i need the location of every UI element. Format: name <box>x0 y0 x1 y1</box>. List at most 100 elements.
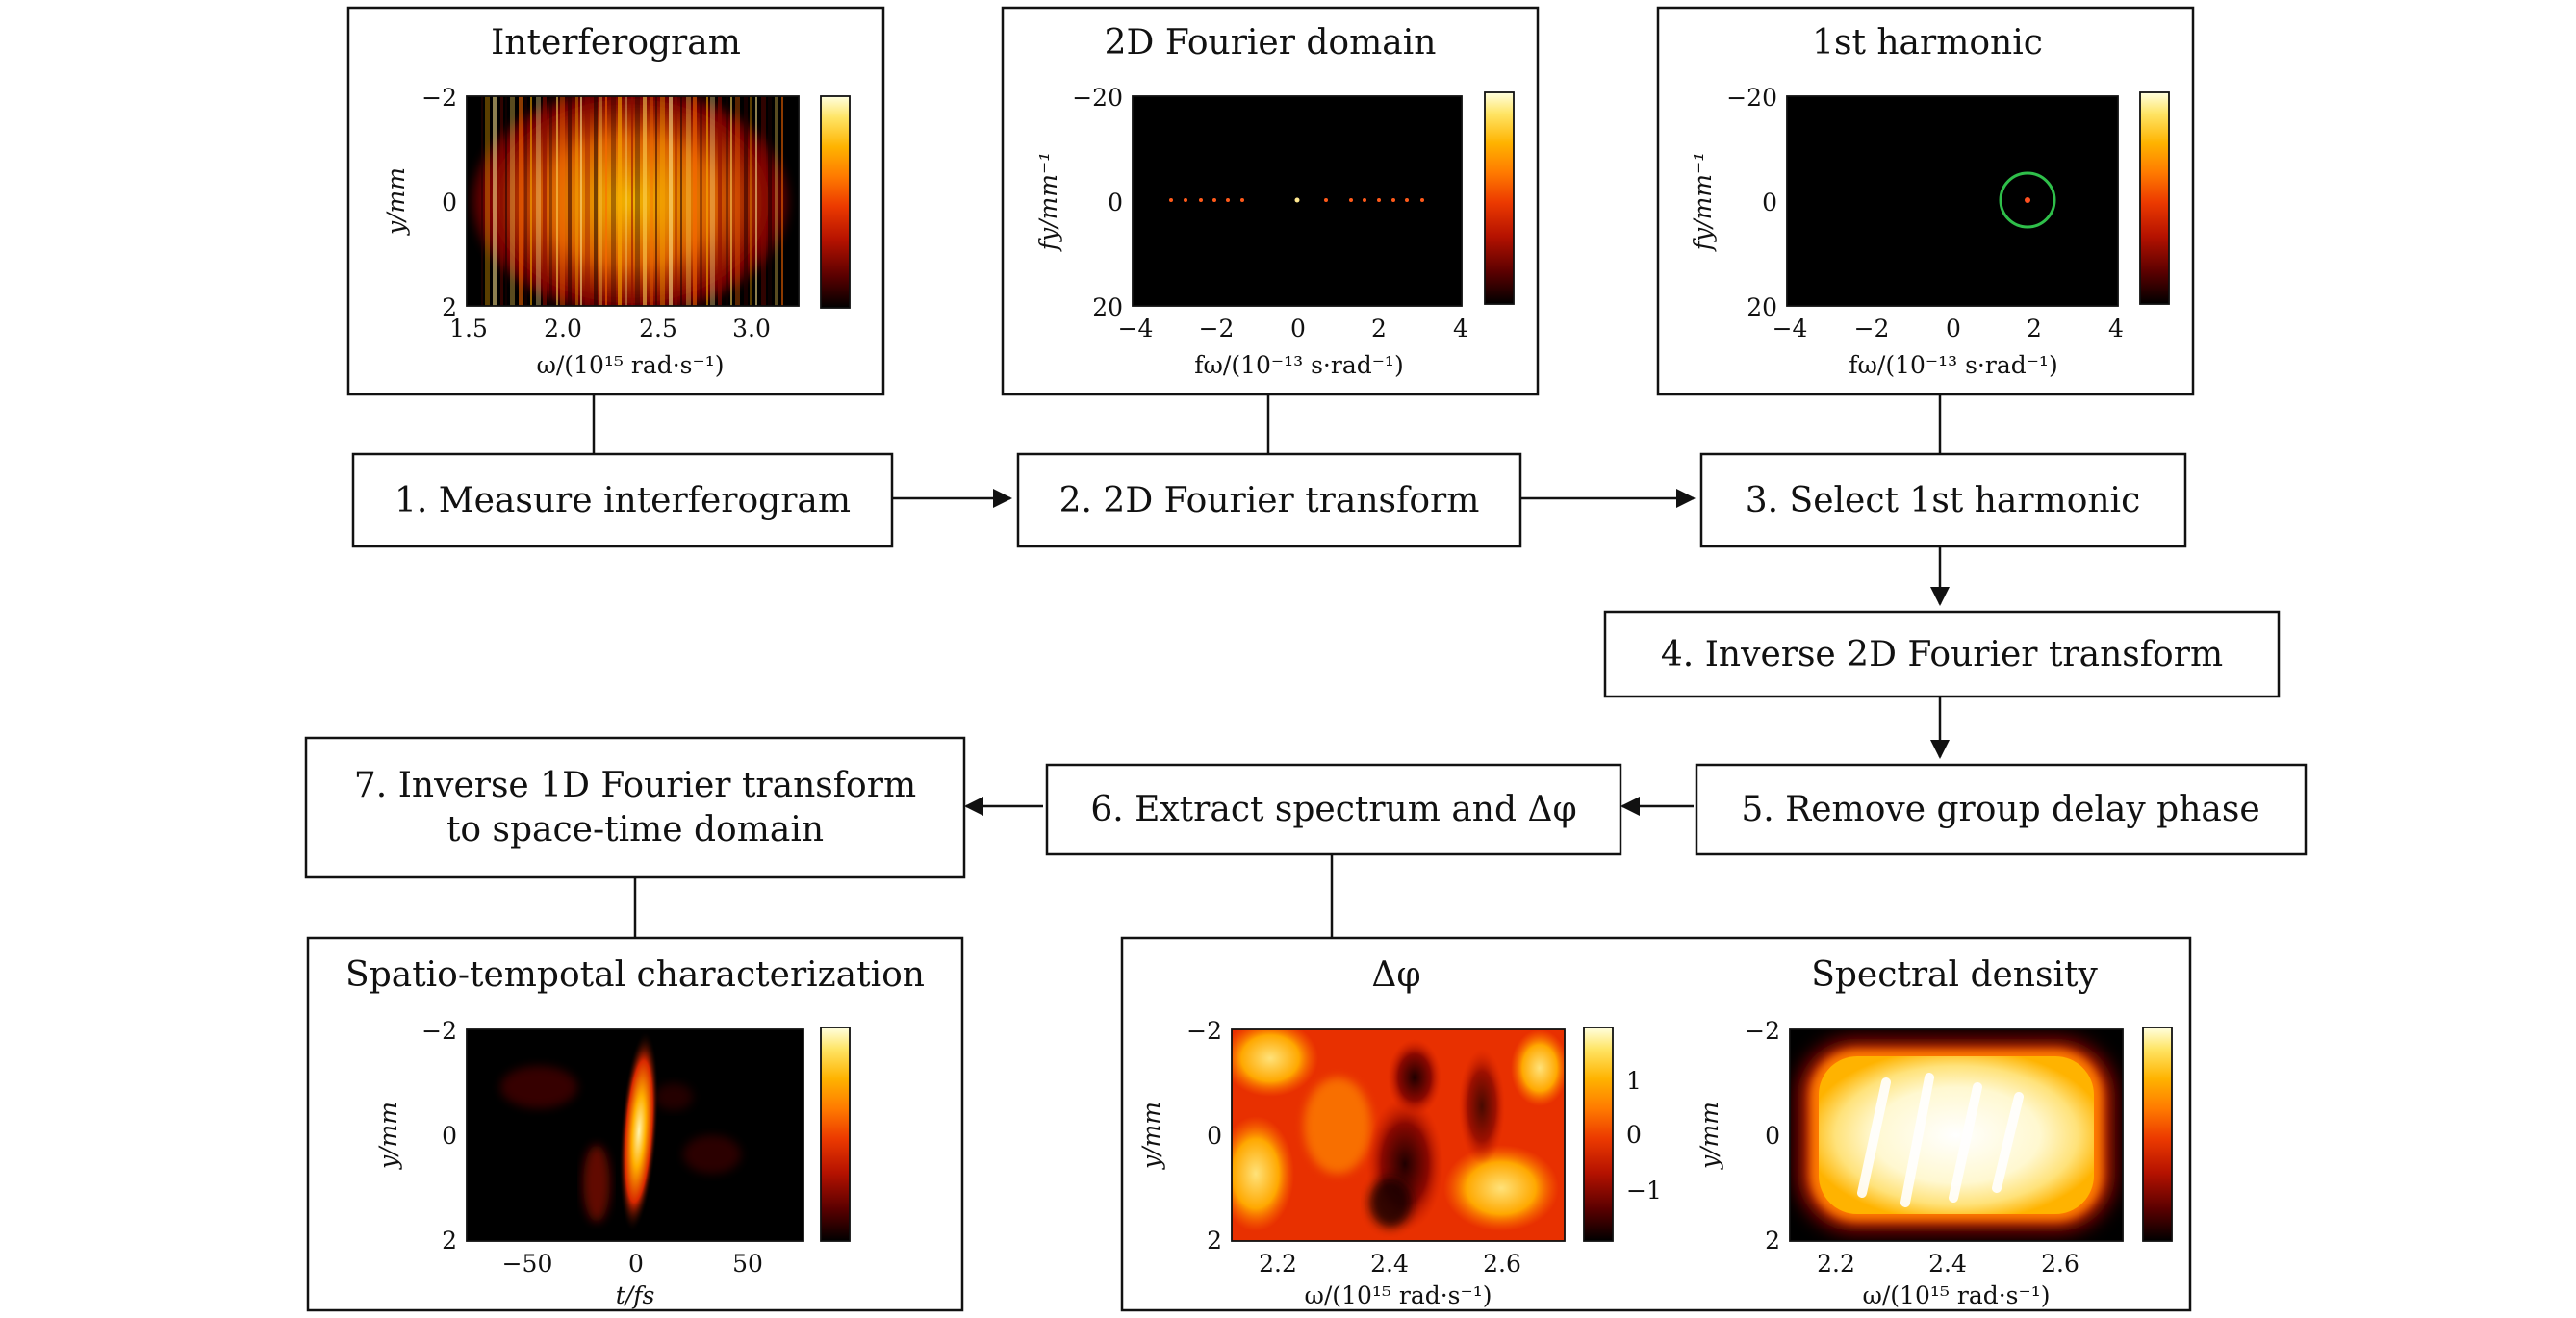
x-tick-label: −4 <box>1118 315 1154 342</box>
spectral-xaxis: 2.2 2.4 2.6 ω/(10¹⁵ rad·s⁻¹) <box>1817 1250 2079 1309</box>
fringe-line <box>618 96 622 306</box>
step-4-box: 4. Inverse 2D Fourier transform <box>1603 610 2281 698</box>
step-1-box: 1. Measure interferogram <box>351 452 894 548</box>
fringe-line <box>524 96 527 306</box>
fringe-line <box>536 96 541 306</box>
fringe-line <box>556 96 558 306</box>
fringe-line <box>643 96 647 306</box>
fourier-peak <box>1405 198 1409 202</box>
fringe-line <box>750 96 752 306</box>
harmonic-colorbar <box>2139 91 2170 305</box>
panel-interferogram: Interferogram −2 0 2 y/mm 1.5 2.0 2.5 3.… <box>346 6 885 396</box>
fringe-line <box>718 96 722 306</box>
step-7-label-line1: 7. Inverse 1D Fourier transform <box>354 766 916 805</box>
panel-spectral-title: Spectral density <box>1811 955 2098 995</box>
fourier-ylabel: fy/mm⁻¹ <box>1034 152 1062 252</box>
phase-xlabel: ω/(10¹⁵ rad·s⁻¹) <box>1305 1281 1492 1309</box>
colorbar-tick-label: 1 <box>1626 1067 1642 1095</box>
x-tick-label: 50 <box>732 1250 763 1278</box>
fringe-line <box>660 96 665 306</box>
spatiotemporal-colorbar <box>820 1027 851 1242</box>
fringe-line <box>700 96 702 306</box>
fringe-line <box>768 96 772 306</box>
y-tick-label: 0 <box>1108 189 1123 216</box>
spatiotemporal-ylabel: y/mm <box>374 1102 402 1170</box>
fringe-line <box>505 96 507 306</box>
x-tick-label: 1.5 <box>449 315 488 342</box>
step-6-label: 6. Extract spectrum and Δφ <box>1090 790 1576 829</box>
fringe-line <box>635 96 640 306</box>
fourier-xaxis: −4 −2 0 2 4 fω/(10⁻¹³ s·rad⁻¹) <box>1118 315 1468 379</box>
fringe-line <box>560 96 565 306</box>
fringe-line <box>650 96 653 306</box>
interferogram-colorbar <box>820 95 851 309</box>
fringe-line <box>605 96 607 306</box>
y-tick-label: 2 <box>1207 1227 1222 1255</box>
y-tick-label: −20 <box>1726 84 1777 112</box>
y-tick-label: −2 <box>421 84 457 112</box>
harmonic-yaxis: −20 0 20 fy/mm⁻¹ <box>1689 84 1777 321</box>
fourier-peak <box>1226 198 1230 202</box>
fourier-xlabel: fω/(10⁻¹³ s·rad⁻¹) <box>1194 351 1403 379</box>
phase-image <box>1231 1028 1566 1242</box>
y-tick-label: 0 <box>442 189 457 216</box>
step-4-label: 4. Inverse 2D Fourier transform <box>1661 635 2223 674</box>
fringe-line <box>693 96 697 306</box>
fringe-line <box>706 96 708 306</box>
x-tick-label: 2.6 <box>1483 1250 1521 1278</box>
x-tick-label: 2.2 <box>1259 1250 1297 1278</box>
fourier-colorbar <box>1484 91 1515 305</box>
step-3-box: 3. Select 1st harmonic <box>1699 452 2187 548</box>
phase-colorbar: 1 0 −1 <box>1583 1027 1662 1242</box>
fringe-line <box>710 96 715 306</box>
fringe-line <box>735 96 740 306</box>
interferogram-image <box>466 95 800 307</box>
fourier-peak <box>1324 198 1328 202</box>
y-tick-label: −2 <box>1745 1017 1780 1045</box>
fringe-line <box>675 96 677 306</box>
y-tick-label: 0 <box>442 1122 457 1150</box>
fringe-line <box>500 96 503 306</box>
step-5-label: 5. Remove group delay phase <box>1741 790 2259 829</box>
fringe-line <box>631 96 633 306</box>
spectral-image <box>1789 1028 2124 1242</box>
y-tick-label: 20 <box>1747 293 1777 321</box>
fourier-peak <box>1391 198 1395 202</box>
harmonic-xlabel: fω/(10⁻¹³ s·rad⁻¹) <box>1849 351 2057 379</box>
harmonic-ylabel: fy/mm⁻¹ <box>1689 152 1717 252</box>
panel-interferogram-title: Interferogram <box>491 23 741 63</box>
step-7-label-line2: to space-time domain <box>446 810 824 849</box>
fourier-peak <box>1169 198 1173 202</box>
fringe-line <box>686 96 691 306</box>
fringe-line <box>519 96 523 306</box>
spatiotemporal-xaxis: −50 0 50 t/fs <box>502 1250 763 1309</box>
fringe-line <box>530 96 532 306</box>
spatiotemporal-yaxis: −2 0 2 y/mm <box>374 1017 457 1255</box>
fourier-peak <box>1240 198 1244 202</box>
x-tick-label: 2.4 <box>1370 1250 1409 1278</box>
y-tick-label: 0 <box>1762 189 1777 216</box>
x-tick-label: −50 <box>502 1250 553 1278</box>
fringe-line <box>726 96 728 306</box>
fringe-line <box>730 96 732 306</box>
step-6-box: 6. Extract spectrum and Δφ <box>1045 763 1622 856</box>
fringe-line <box>775 96 778 306</box>
panel-fourier-title: 2D Fourier domain <box>1105 23 1437 63</box>
x-tick-label: 0 <box>628 1250 644 1278</box>
x-tick-label: 4 <box>2108 315 2124 342</box>
fourier-peaks <box>1169 197 1424 203</box>
fringe-line <box>481 96 483 306</box>
y-tick-label: −20 <box>1072 84 1123 112</box>
x-tick-label: −4 <box>1773 315 1808 342</box>
spatiotemporal-image <box>466 1028 804 1242</box>
step-7-box: 7. Inverse 1D Fourier transform to space… <box>304 736 966 879</box>
fringe-line <box>611 96 616 306</box>
fourier-peak <box>1212 198 1216 202</box>
x-tick-label: 2 <box>1371 315 1387 342</box>
fringe-line <box>680 96 682 306</box>
fourier-peak <box>1184 198 1187 202</box>
fourier-peak <box>1199 198 1203 202</box>
fourier-image <box>1132 95 1463 307</box>
x-tick-label: 2.0 <box>544 315 582 342</box>
